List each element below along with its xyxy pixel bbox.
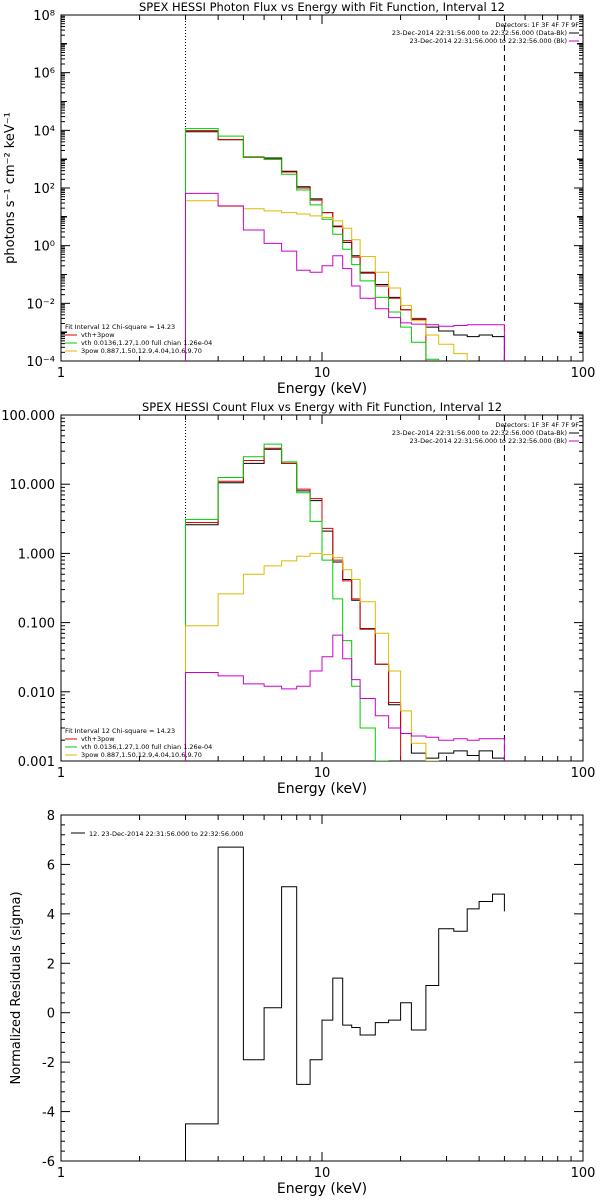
- panel-3: 1 10 100 Energy (keV) -6 -4 -2 0 2 4 6 8 Normalized …: [9, 809, 595, 1197]
- legend-detectors: Detectors: 1F 3F 4F 7F 9F: [495, 21, 579, 29]
- chart-title: SPEX HESSI Photon Flux vs Energy with Fi…: [139, 0, 505, 14]
- x-axis-label: Energy (keV): [277, 1181, 367, 1197]
- x-tick-label: 1: [57, 766, 65, 781]
- y-axis-label: Normalized Residuals (sigma): [9, 891, 24, 1084]
- y-tick-label: 0.010: [18, 686, 55, 701]
- legend-entry: 3pow 0.887,1.50,12.9,4.04,10.6,9.70: [81, 751, 202, 759]
- series-vth: [185, 128, 440, 361]
- legend-entry: vth 0.0136,1.27,1.00 full chian 1.26e-04: [81, 339, 212, 347]
- y-tick-label: -6: [42, 1155, 55, 1170]
- y-tick-label: 10⁰: [33, 240, 55, 255]
- legend-entry: vth 0.0136,1.27,1.00 full chian 1.26e-04: [81, 743, 212, 751]
- legend-entry: vth+3pow: [81, 735, 115, 743]
- x-tick-label: 100: [571, 366, 596, 381]
- x-tick-label: 10: [314, 366, 331, 381]
- x-axis-label: Energy (keV): [277, 381, 367, 397]
- y-axis-label: photons s⁻¹ cm⁻² keV⁻¹: [3, 112, 18, 264]
- y-tick-label: 10⁸: [33, 9, 55, 24]
- y-tick-label: 10.000: [10, 478, 56, 493]
- legend-fit-info: Fit Interval 12 Chi-square = 14.23: [65, 727, 175, 735]
- legend-fit-info: Fit Interval 12 Chi-square = 14.23: [65, 323, 175, 331]
- y-tick-label: 10⁻²: [26, 297, 55, 312]
- y-tick-label: 8: [47, 809, 55, 824]
- series-data-bk: [185, 131, 505, 361]
- y-tick-label: 0.100: [18, 617, 55, 632]
- y-tick-label: 4: [47, 908, 55, 923]
- y-tick-label: 10⁴: [33, 124, 55, 139]
- y-tick-label: 0: [47, 1007, 55, 1022]
- y-tick-label: 10⁻⁴: [26, 355, 55, 370]
- series-vth: [185, 443, 389, 761]
- plot-frame: [60, 814, 584, 1162]
- y-tick-label: 1.000: [18, 547, 55, 562]
- y-tick-label: -2: [42, 1056, 55, 1071]
- y-tick-label: 10²: [33, 182, 55, 197]
- x-tick-label: 1: [57, 366, 65, 381]
- y-tick-label: 6: [47, 858, 55, 873]
- legend-entry: 3pow 0.887,1.50,12.9,4.04,10.6,9.70: [81, 347, 202, 355]
- x-tick-label: 100: [571, 766, 596, 781]
- x-tick-label: 1: [57, 1166, 65, 1181]
- legend-detectors: Detectors: 1F 3F 4F 7F 9F: [495, 421, 579, 429]
- series-bk: [185, 634, 505, 761]
- series-bk: [185, 192, 505, 361]
- x-axis-label: Energy (keV): [277, 781, 367, 797]
- chart-title: SPEX HESSI Count Flux vs Energy with Fit…: [142, 400, 502, 414]
- panel-1: SPEX HESSI Photon Flux vs Energy with Fi…: [3, 0, 595, 397]
- legend-entry: 23-Dec-2014 22:31:56.000 to 22:32:56.000…: [410, 37, 568, 45]
- legend-entry: 23-Dec-2014 22:31:56.000 to 22:32:56.000…: [410, 437, 568, 445]
- y-tick-label: 100.000: [1, 409, 55, 424]
- series-data-bk: [185, 448, 505, 761]
- y-tick-label: 2: [47, 957, 55, 972]
- series-12-23-dec-2014-22-31-56-000-to-22-32-56-000: [185, 846, 505, 1161]
- series-3pow: [185, 552, 439, 761]
- x-tick-label: 10: [314, 766, 331, 781]
- legend-entry: 12. 23-Dec-2014 22:31:56.000 to 22:32:56…: [89, 830, 244, 838]
- x-tick-label: 100: [571, 1166, 596, 1181]
- legend-entry: 23-Dec-2014 22:31:56.000 to 22:32:56.000…: [392, 29, 567, 37]
- y-tick-label: -4: [42, 1106, 55, 1121]
- x-tick-label: 10: [314, 1166, 331, 1181]
- series-3pow: [185, 200, 468, 361]
- legend-entry: 23-Dec-2014 22:31:56.000 to 22:32:56.000…: [392, 429, 567, 437]
- series-vth-3pow: [185, 130, 427, 361]
- y-tick-label: 0.001: [18, 755, 55, 770]
- legend-entry: vth+3pow: [81, 331, 115, 339]
- panel-2: SPEX HESSI Count Flux vs Energy with Fit…: [1, 400, 595, 797]
- y-tick-label: 10⁶: [33, 67, 55, 82]
